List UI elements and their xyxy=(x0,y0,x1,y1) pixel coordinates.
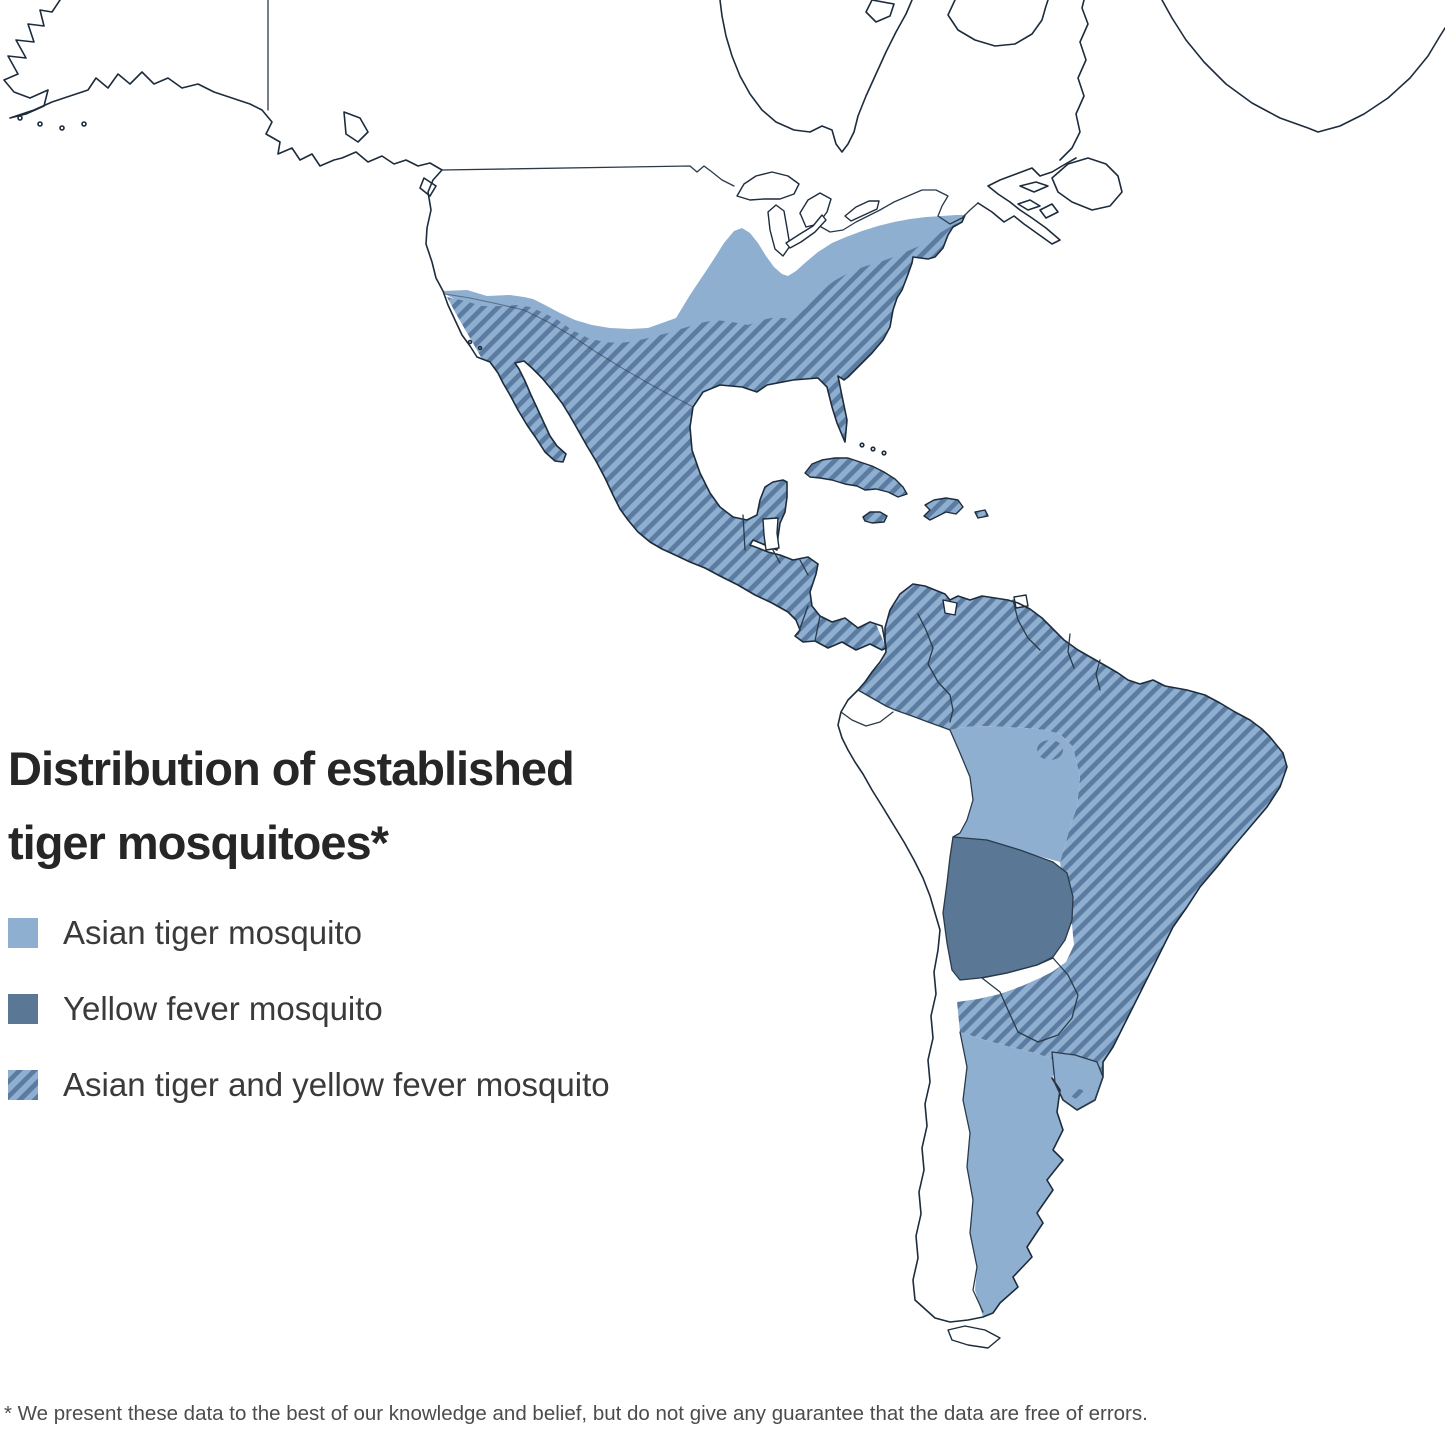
border-uruguay xyxy=(1051,1051,1104,1111)
island-trinidad xyxy=(1013,594,1029,609)
lake-superior xyxy=(736,171,800,201)
legend-swatch-both-species xyxy=(8,1070,38,1100)
lake-huron xyxy=(799,192,832,228)
lake-maracaibo xyxy=(942,599,958,616)
map-title-line-2: tiger mosquitoes* xyxy=(8,816,389,870)
island-bahamas-2 xyxy=(870,446,876,452)
legend-item-asian-tiger: Asian tiger mosquito xyxy=(8,914,362,951)
border-ecuador-peru xyxy=(840,711,894,727)
region-yellow-fever-bolivia xyxy=(943,837,1073,980)
region-both-uruguay-spot xyxy=(1071,1089,1085,1099)
island-jamaica xyxy=(862,511,888,524)
island-prince-edward xyxy=(1017,199,1041,211)
border-us-mexico xyxy=(444,293,694,408)
map-title: Distribution of established tiger mosqui… xyxy=(8,732,668,881)
island-hispaniola xyxy=(923,497,964,521)
border-colombia-ecuador-peru xyxy=(857,689,951,731)
legend-swatch-asian-tiger xyxy=(8,918,38,948)
map-footnote: * We present these data to the best of o… xyxy=(4,1402,1148,1425)
coastline-alaska xyxy=(3,0,443,171)
coastline-eastern-canada xyxy=(977,157,1077,245)
island-bahamas-3 xyxy=(881,450,887,456)
borders-guianas xyxy=(1012,599,1101,691)
border-argentina-chile xyxy=(959,1031,984,1313)
lake-ontario xyxy=(844,200,880,222)
region-asian-tiger-uruguay xyxy=(1052,1052,1103,1110)
coastline-south-america xyxy=(837,583,1288,1323)
lake-erie xyxy=(785,214,827,249)
island-puerto-rico xyxy=(974,509,989,519)
island-cape-breton xyxy=(1039,203,1059,219)
border-paraguay xyxy=(981,957,1079,1043)
legend-label-both-species: Asian tiger and yellow fever mosquito xyxy=(63,1066,610,1103)
legend-item-both-species: Asian tiger and yellow fever mosquito xyxy=(8,1066,610,1103)
region-belize xyxy=(762,517,780,551)
border-us-canada xyxy=(441,165,979,233)
island-newfoundland xyxy=(1051,157,1123,211)
borders-central-america xyxy=(742,514,887,649)
region-asian-tiger-amazon xyxy=(950,726,1080,862)
border-colombia-venezuela xyxy=(917,613,954,723)
region-both-amazon-spot xyxy=(1037,740,1063,760)
coastline-north-america xyxy=(425,169,966,651)
coastline-greenland xyxy=(1161,0,1445,133)
region-both-south-america xyxy=(840,584,1287,1085)
coastline-labrador xyxy=(1059,0,1089,161)
border-peru-brazil xyxy=(949,729,974,838)
islands-arctic xyxy=(865,0,1049,47)
island-anticosti xyxy=(1019,181,1049,193)
legend-label-asian-tiger: Asian tiger mosquito xyxy=(63,914,362,951)
island-tierra-del-fuego xyxy=(947,1325,1001,1349)
island-cuba xyxy=(804,457,908,498)
coastline-hudson-bay xyxy=(719,0,913,153)
legend-swatch-yellow-fever xyxy=(8,994,38,1024)
region-asian-tiger-argentina xyxy=(960,1032,1063,1317)
legend-item-yellow-fever: Yellow fever mosquito xyxy=(8,990,383,1027)
island-bahamas-1 xyxy=(859,442,865,448)
lake-michigan xyxy=(767,204,791,257)
legend-label-yellow-fever: Yellow fever mosquito xyxy=(63,990,383,1027)
map-title-line-1: Distribution of established xyxy=(8,742,575,795)
